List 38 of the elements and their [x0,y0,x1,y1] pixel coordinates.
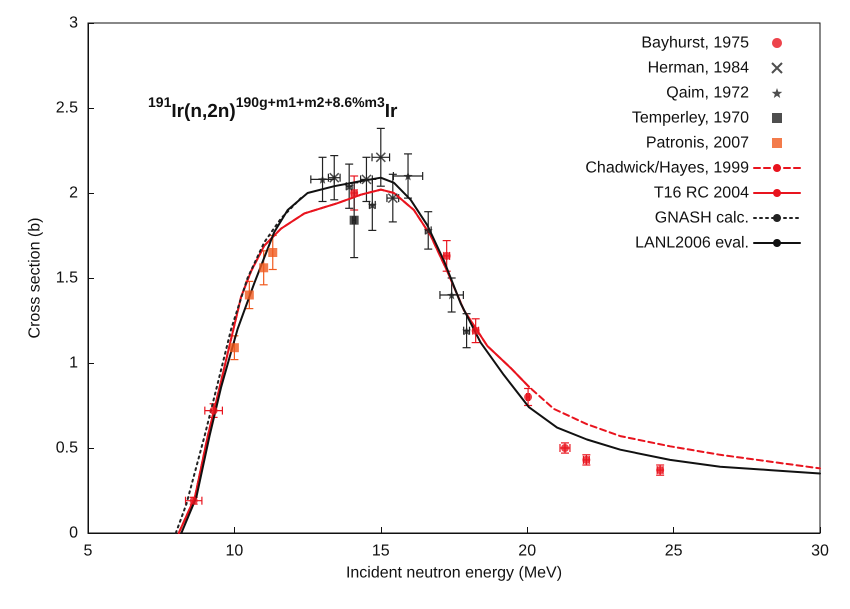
point [524,393,532,401]
point [350,216,359,225]
point [656,466,664,474]
x-tick-label: 5 [84,542,93,560]
y-axis-title: Cross section (b) [26,218,44,338]
legend-label: LANL2006 eval. [635,234,749,252]
y-tick-label: 0.5 [56,440,78,456]
legend-label: Bayhurst, 1975 [641,34,750,52]
point [230,343,239,352]
y-tick-label: 3 [69,14,78,32]
point [268,248,278,257]
point [424,226,433,235]
point [376,152,386,163]
legend-label: T16 RC 2004 [654,184,750,202]
x-tick-label: 30 [811,542,829,560]
y-tick-label: 1.5 [56,270,78,286]
point [472,326,480,335]
point [259,263,268,272]
y-tick-label: 1 [69,354,78,372]
x-tick-label: 10 [226,542,244,560]
legend-label: GNASH calc. [654,210,749,226]
x-tick-label: 25 [664,542,683,560]
point [210,406,218,415]
y-tick-label: 2.5 [56,100,78,116]
legend-label: Temperley, 1970 [632,110,750,126]
legend-label: Patronis, 2007 [646,134,750,152]
x-axis-title: Incident neutron energy (MeV) [346,564,562,582]
line-series [174,197,302,534]
legend-label: Chadwick/Hayes, 1999 [585,160,750,176]
point [582,456,590,464]
point [447,290,456,300]
legend-label: Herman, 1984 [648,60,750,76]
y-tick-label: 2 [69,184,78,202]
legend-label: Qaim, 1972 [666,84,750,102]
x-tick-label: 20 [518,542,536,560]
x-tick-label: 15 [372,542,390,560]
y-tick-label: 0 [69,524,78,542]
point [244,290,254,300]
